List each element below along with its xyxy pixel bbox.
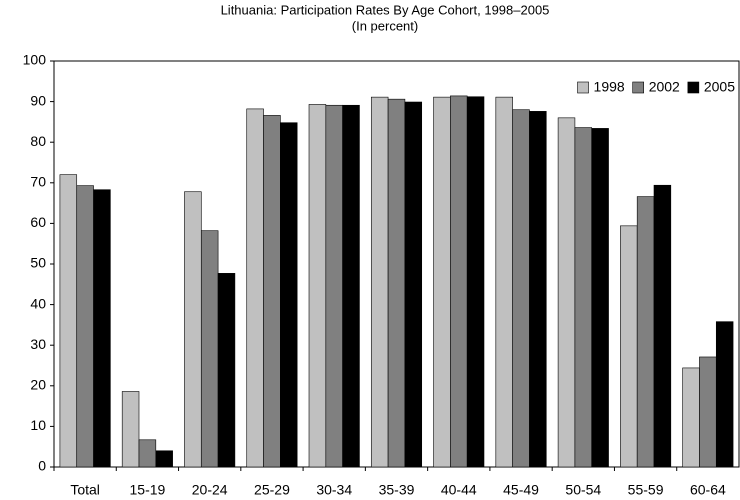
bar: [433, 96, 451, 468]
bar: [121, 391, 140, 468]
y-tick-label: 100: [23, 52, 47, 68]
x-tick-label: Total: [70, 482, 100, 498]
legend-label: 2005: [704, 79, 735, 95]
x-tick-label: 15-19: [130, 482, 166, 498]
x-tick-label: 30-34: [316, 482, 352, 498]
chart-subtitle: (In percent): [352, 18, 418, 33]
y-tick-label: 0: [38, 458, 46, 474]
bar: [450, 95, 468, 468]
legend-swatch: [687, 81, 700, 94]
bar: [404, 101, 423, 468]
bar: [699, 356, 717, 468]
bar: [246, 108, 264, 468]
y-tick-label: 30: [30, 336, 46, 352]
y-tick-label: 10: [30, 417, 46, 433]
bar: [200, 230, 219, 468]
legend-swatch: [632, 81, 644, 94]
bar: [466, 96, 485, 468]
bar: [138, 439, 157, 468]
legend-label: 1998: [594, 79, 625, 95]
bar: [620, 225, 638, 468]
bar: [574, 127, 593, 468]
bar: [557, 117, 576, 468]
y-tick-label: 80: [30, 133, 46, 149]
bar: [370, 96, 389, 468]
bar: [682, 367, 700, 468]
bar: [529, 111, 547, 468]
y-tick-label: 40: [30, 295, 46, 311]
bar: [76, 185, 94, 468]
bar: [591, 128, 609, 468]
bar: [59, 174, 78, 468]
bar: [325, 104, 343, 468]
bar: [263, 115, 281, 468]
x-tick-label: 60-64: [690, 482, 726, 498]
x-tick-label: 55-59: [628, 482, 664, 498]
bar: [715, 321, 734, 468]
bar: [387, 98, 406, 468]
y-tick-label: 50: [30, 255, 46, 271]
x-tick-label: 25-29: [254, 482, 290, 498]
bar: [155, 450, 173, 468]
x-tick-label: 20-24: [192, 482, 228, 498]
bar: [512, 109, 530, 468]
bar: [653, 184, 672, 468]
legend-label: 2002: [649, 79, 680, 95]
bar: [342, 104, 360, 468]
y-tick-label: 70: [30, 174, 46, 190]
x-tick-label: 40-44: [441, 482, 477, 498]
y-tick-label: 90: [30, 92, 46, 108]
bar: [308, 104, 327, 468]
bar: [495, 96, 513, 468]
x-tick-label: 50-54: [565, 482, 601, 498]
bar: [93, 189, 111, 468]
bar: [280, 122, 298, 468]
y-tick-label: 20: [30, 377, 46, 393]
x-tick-label: 35-39: [379, 482, 415, 498]
y-tick-label: 60: [30, 214, 46, 230]
bar: [184, 191, 202, 468]
chart-title: Lithuania: Participation Rates By Age Co…: [221, 2, 550, 17]
bar: [217, 273, 236, 468]
bar: [636, 196, 655, 468]
legend-swatch: [577, 81, 589, 94]
x-tick-label: 45-49: [503, 482, 539, 498]
